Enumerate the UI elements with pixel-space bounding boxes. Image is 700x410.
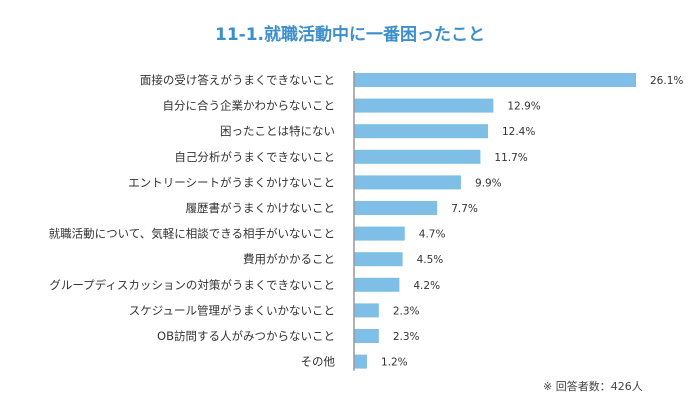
value-label: 9.9% [475,177,502,189]
bar [354,73,636,87]
value-label: 4.7% [419,229,446,241]
respondent-note: ※ 回答者数：426人 [543,380,643,393]
value-label: 12.9% [507,101,540,113]
category-label: 就職活動について、気軽に相談できる相手がいないこと [49,227,335,241]
category-label: グループディスカッションの対策がうまくできないこと [49,278,335,292]
bar [354,149,481,164]
bar [354,329,379,343]
bar [354,175,461,190]
category-label: 困ったことは特にない [220,124,335,138]
bar [354,303,379,318]
value-label: 2.3% [393,331,420,343]
category-label: スケジュール管理がうまくいかないこと [129,303,335,317]
value-label: 7.7% [451,203,478,215]
value-label: 11.7% [494,152,527,164]
bar [354,124,488,139]
value-label: 26.1% [650,75,683,87]
category-label: 面接の受け答えがうまくできないこと [140,73,335,87]
category-label: 自分に合う企業かわからないこと [163,99,336,113]
value-label: 12.4% [502,126,535,138]
value-label: 4.5% [417,254,444,266]
bar [354,252,403,267]
category-label: OB訪問する人がみつからないこと [157,329,335,343]
category-label: 自己分析がうまくできないこと [174,150,335,164]
bar [354,226,405,241]
chart-title: 11-1.就職活動中に一番困ったこと [215,25,485,45]
value-label: 1.2% [381,357,408,369]
value-label: 4.2% [413,280,440,292]
category-label: 履歴書がうまくかけないこと [186,201,336,215]
category-label: 費用がかかること [243,252,335,266]
value-label: 2.3% [393,305,420,317]
bar [354,98,494,113]
bar [354,354,367,369]
category-label: その他 [301,355,336,369]
category-label: エントリーシートがうまくかけないこと [128,175,335,189]
bar [354,277,400,292]
bar [354,201,438,215]
